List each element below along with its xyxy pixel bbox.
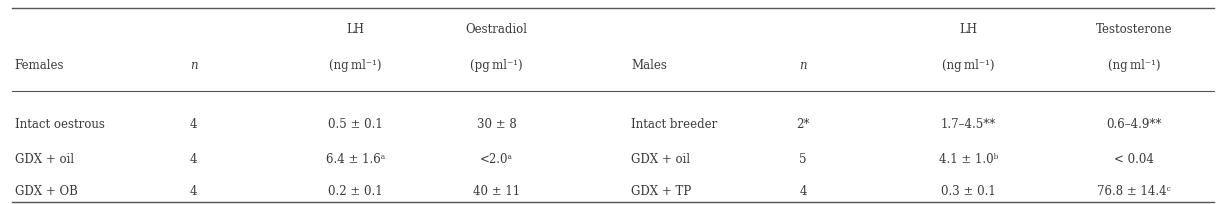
Text: 30 ± 8: 30 ± 8 xyxy=(477,118,516,131)
Text: 4: 4 xyxy=(190,118,197,131)
Text: LH: LH xyxy=(347,23,364,36)
Text: LH: LH xyxy=(960,23,977,36)
Text: (pg ml⁻¹): (pg ml⁻¹) xyxy=(471,59,522,72)
Text: (ng ml⁻¹): (ng ml⁻¹) xyxy=(1108,59,1160,72)
Text: 40 ± 11: 40 ± 11 xyxy=(473,185,520,198)
Text: 0.2 ± 0.1: 0.2 ± 0.1 xyxy=(329,185,383,198)
Text: 0.6–4.9**: 0.6–4.9** xyxy=(1106,118,1162,131)
Text: GDX + oil: GDX + oil xyxy=(631,153,690,166)
Text: Oestradiol: Oestradiol xyxy=(466,23,527,36)
Text: (ng ml⁻¹): (ng ml⁻¹) xyxy=(330,59,381,72)
Text: 1.7–4.5**: 1.7–4.5** xyxy=(940,118,997,131)
Text: n: n xyxy=(799,59,807,72)
Text: GDX + OB: GDX + OB xyxy=(15,185,77,198)
Text: GDX + oil: GDX + oil xyxy=(15,153,74,166)
Text: (ng ml⁻¹): (ng ml⁻¹) xyxy=(943,59,994,72)
Text: 0.5 ± 0.1: 0.5 ± 0.1 xyxy=(329,118,383,131)
Text: 0.3 ± 0.1: 0.3 ± 0.1 xyxy=(942,185,996,198)
Text: Intact breeder: Intact breeder xyxy=(631,118,717,131)
Text: 4: 4 xyxy=(799,185,807,198)
Text: 2*: 2* xyxy=(797,118,809,131)
Text: Testosterone: Testosterone xyxy=(1096,23,1172,36)
Text: Intact oestrous: Intact oestrous xyxy=(15,118,104,131)
Text: 76.8 ± 14.4ᶜ: 76.8 ± 14.4ᶜ xyxy=(1097,185,1171,198)
Text: < 0.04: < 0.04 xyxy=(1114,153,1154,166)
Text: 4: 4 xyxy=(190,153,197,166)
Text: 4: 4 xyxy=(190,185,197,198)
Text: 5: 5 xyxy=(799,153,807,166)
Text: GDX + TP: GDX + TP xyxy=(631,185,691,198)
Text: 6.4 ± 1.6ᵃ: 6.4 ± 1.6ᵃ xyxy=(326,153,385,166)
Text: Males: Males xyxy=(631,59,667,72)
Text: n: n xyxy=(190,59,197,72)
Text: 4.1 ± 1.0ᵇ: 4.1 ± 1.0ᵇ xyxy=(939,153,998,166)
Text: <2.0ᵃ: <2.0ᵃ xyxy=(481,153,512,166)
Text: Females: Females xyxy=(15,59,64,72)
